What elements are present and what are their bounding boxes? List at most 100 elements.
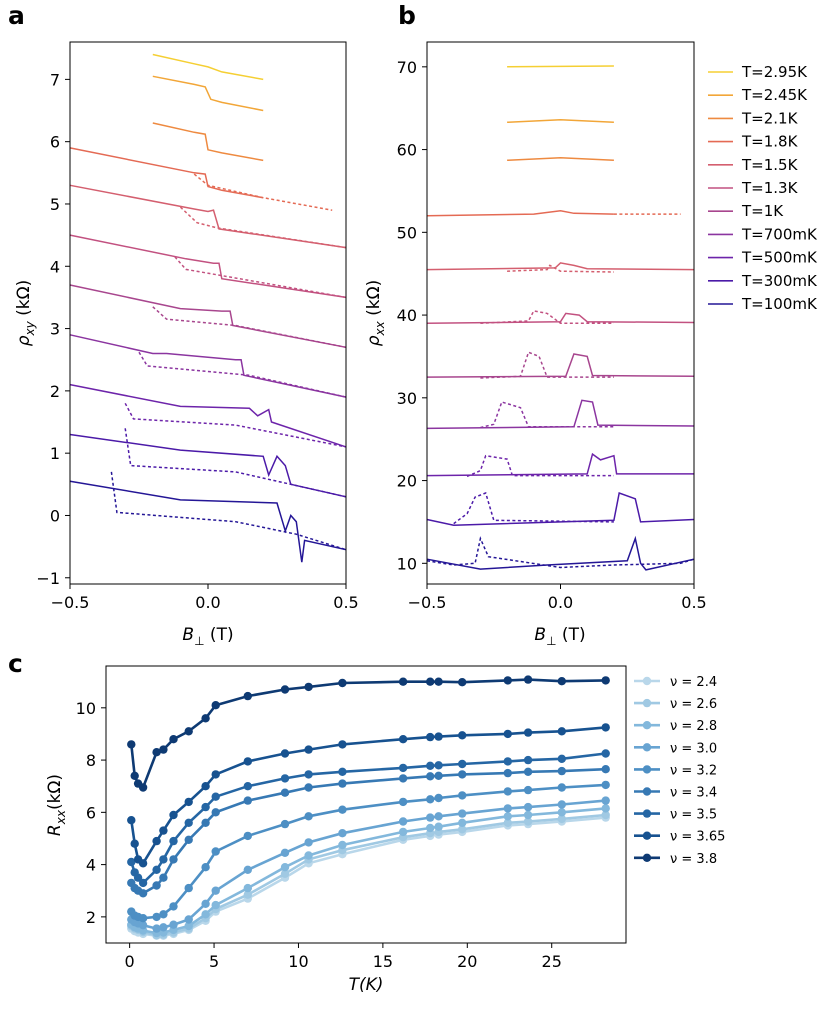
panel-c-data-point — [152, 748, 161, 757]
panel-a-x-tick-label: −0.5 — [51, 593, 90, 612]
panel-c-data-point — [280, 774, 290, 783]
panel-c-data-point — [523, 675, 533, 684]
legend-entry-label: T=100mK — [741, 295, 818, 313]
panel-c-data-point — [434, 812, 443, 821]
panel-c-data-point — [458, 770, 467, 779]
panel-c-data-point — [184, 727, 193, 736]
panel-c-data-point — [152, 924, 161, 933]
legend-c-entry-label: ν = 3.5 — [670, 808, 717, 823]
panel-c-data-point — [601, 804, 610, 813]
panel-b-series-dashed-4 — [507, 264, 614, 273]
panel-c-data-point — [184, 883, 193, 893]
legend-c-entry-label: ν = 3.8 — [670, 852, 717, 867]
panel-a-series-line-9 — [69, 433, 347, 498]
panel-b-series-line-1 — [507, 119, 614, 124]
panel-c-data-point — [169, 902, 178, 911]
panel-b-y-tick-label: 10 — [397, 554, 417, 573]
panel-c-data-point — [601, 796, 610, 805]
legend-entry-label: T=1.5K — [741, 156, 799, 174]
panel-c-data-point — [184, 835, 193, 844]
panel-c-data-point — [159, 855, 168, 864]
panel-a-series-dashed-5 — [174, 256, 347, 299]
panel-b-series-line-8 — [426, 452, 694, 477]
panel-c-data-point — [130, 839, 139, 848]
legend-entry-label: T=2.45K — [741, 86, 808, 104]
panel-c-data-point — [503, 729, 512, 739]
panel-b-series-dashed-6 — [480, 351, 614, 379]
panel-b-y-tick-label: 50 — [397, 223, 417, 242]
panel-b-chart: −0.5 0.0 0.5 10 20 30 40 50 60 70 B⊥ (T) ρxx (kΩ… — [364, 41, 707, 648]
panel-a-y-tick-label: 0 — [50, 506, 60, 525]
legend-c-swatch-marker — [642, 787, 652, 796]
panel-c-data-point — [243, 831, 252, 841]
panel-c-y-tick-label: 8 — [86, 751, 96, 770]
panel-b-series-dashed-10 — [426, 536, 695, 569]
panel-c-data-point — [201, 782, 210, 791]
legend-c-entry-label: ν = 2.6 — [670, 697, 717, 712]
panel-c-y-ticks: 2 4 6 8 10 — [76, 699, 106, 927]
panel-c-data-point — [184, 797, 193, 807]
panel-b-y-tick-label: 30 — [397, 389, 417, 408]
panel-c-data-point — [601, 723, 610, 732]
panel-c-data-point — [211, 701, 220, 710]
panel-c-series-line-3 — [130, 799, 606, 930]
panel-c-data-point — [138, 783, 148, 792]
panel-c-data-point — [426, 761, 435, 770]
panel-c-data-point — [398, 763, 408, 773]
panel-c-data-point — [152, 836, 161, 846]
panel-c-x-tick-label: 15 — [373, 952, 393, 971]
legend-entry-label: T=700mK — [741, 225, 818, 243]
panel-c-frame — [105, 665, 627, 944]
panel-b-series-dashed-8 — [466, 454, 614, 478]
panel-a-plot-area — [69, 53, 347, 563]
panel-c-data-point — [434, 732, 443, 741]
panel-a-series-line-0 — [152, 53, 264, 81]
legend-temperature: T=2.95K T=2.45K T=2.1K T=1.8K T=1.5K T=1.3K T=… — [708, 63, 818, 313]
panel-c-data-point — [280, 848, 290, 857]
panel-c-data-point — [304, 682, 313, 692]
panel-c-data-point — [211, 900, 220, 910]
panel-c-data-point — [338, 740, 347, 749]
panel-c-data-point — [169, 920, 178, 929]
legend-c-swatch-marker — [642, 676, 652, 686]
panel-c-data-point — [184, 818, 193, 827]
panel-c-data-point — [523, 810, 533, 820]
panel-c-x-tick-label: 20 — [457, 952, 477, 971]
panel-c-data-point — [458, 678, 467, 687]
panel-c-data-point — [127, 857, 136, 867]
panel-a-y-tick-label: 7 — [50, 70, 60, 89]
panel-c-data-point — [557, 808, 566, 817]
panel-letter-c: c — [8, 649, 23, 678]
panel-b-y-ticks: 10 20 30 40 50 60 70 — [397, 58, 427, 573]
panel-b-x-tick-label: −0.5 — [408, 593, 447, 612]
panel-c-data-point — [211, 792, 220, 801]
panel-c-data-point — [338, 678, 347, 688]
panel-b-series-line-2 — [507, 157, 614, 162]
panel-b-x-axis-label: B⊥ (T) — [534, 625, 585, 648]
panel-c-data-point — [426, 813, 435, 822]
panel-c-y-tick-label: 10 — [76, 699, 96, 718]
legend-entry-label: T=2.1K — [741, 109, 799, 127]
panel-c-data-point — [304, 812, 313, 821]
legend-c-entry-label: ν = 3.4 — [670, 786, 717, 801]
panel-c-data-point — [523, 785, 533, 795]
panel-c-x-tick-label: 0 — [125, 952, 135, 971]
panel-b-series-line-9 — [426, 491, 695, 526]
panel-c-data-point — [304, 783, 313, 792]
panel-c-data-point — [458, 825, 467, 834]
panel-c-data-point — [201, 818, 210, 827]
panel-a-y-tick-label: 2 — [50, 382, 60, 401]
panel-c-data-point — [304, 851, 313, 860]
panel-c-data-point — [211, 847, 220, 856]
legend-entry-label: T=1K — [741, 202, 784, 220]
panel-a-series-dashed-4 — [179, 206, 347, 249]
panel-c-series-line-8 — [130, 678, 606, 790]
panel-letter-a: a — [8, 1, 25, 30]
panel-c-data-point — [127, 740, 136, 749]
panel-c-data-point — [426, 772, 435, 781]
panel-b-y-tick-label: 20 — [397, 472, 417, 491]
panel-a-series-dashed-9 — [124, 428, 347, 498]
panel-b-y-axis-label: ρxx (kΩ) — [364, 280, 387, 347]
panel-c-data-point — [434, 771, 443, 780]
